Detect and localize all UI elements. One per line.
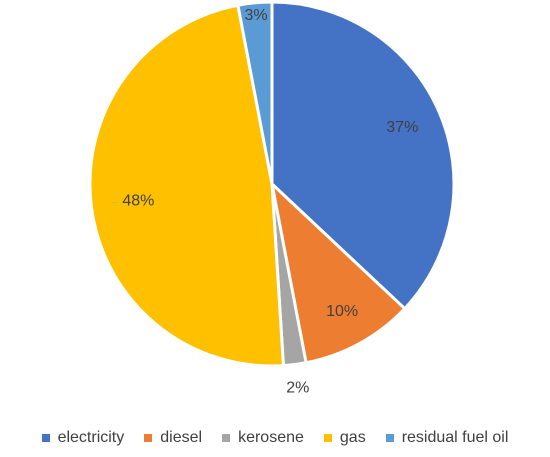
pie-slice-gas	[88, 3, 285, 368]
legend-swatch-diesel	[144, 434, 153, 442]
legend-label-electricity: electricity	[57, 429, 125, 446]
legend-item-kerosene: kerosene	[222, 429, 304, 447]
legend-item-diesel: diesel	[144, 429, 202, 447]
legend-item-electricity: electricity	[41, 429, 125, 447]
pie-slice-electricity	[270, 0, 456, 311]
pie-slice-diesel	[270, 182, 407, 365]
legend-swatch-gas	[323, 434, 332, 442]
legend-swatch-kerosene	[222, 434, 231, 442]
legend-swatch-residual-fuel-oil	[385, 434, 394, 442]
legend-label-gas: gas	[339, 429, 366, 446]
legend-label-diesel: diesel	[160, 429, 203, 446]
data-label-diesel: 10%	[326, 303, 358, 320]
pie-chart: 37% 10% 2% 48% 3%	[88, 0, 456, 397]
data-label-kerosene: 2%	[286, 380, 309, 397]
legend-swatch-electricity	[41, 434, 50, 442]
data-label-electricity: 37%	[386, 119, 418, 136]
data-label-gas: 48%	[122, 192, 154, 209]
legend-label-residual-fuel-oil: residual fuel oil	[401, 429, 509, 446]
pie-slice-residual-fuel-oil	[236, 0, 274, 186]
legend-item-gas: gas	[323, 429, 366, 447]
legend-label-kerosene: kerosene	[238, 429, 304, 446]
chart-legend: electricity diesel kerosene gas residual fue…	[0, 429, 550, 447]
data-label-residual-fuel-oil: 3%	[245, 7, 268, 24]
legend-item-residual-fuel-oil: residual fuel oil	[385, 429, 509, 447]
